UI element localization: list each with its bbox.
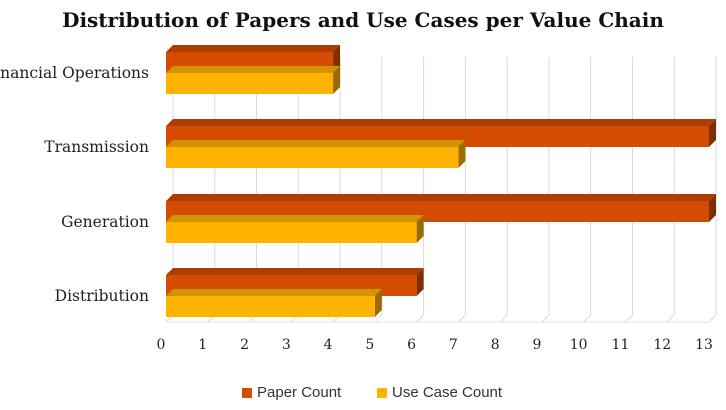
bar-end-face (333, 66, 341, 94)
category-label: Distribution (55, 287, 149, 305)
bar-top-face (166, 194, 716, 201)
gridline-floor (416, 314, 424, 323)
x-tick-label: 12 (653, 337, 671, 353)
bar-end-face (416, 215, 424, 243)
legend-label: Use Case Count (392, 384, 503, 401)
bar-front-face (166, 296, 375, 317)
bar-end-face (458, 140, 466, 168)
legend: Paper Count Use Case Count (242, 384, 503, 401)
legend-swatch (377, 388, 387, 398)
bar-end-face (416, 268, 424, 296)
gridline-floor (374, 314, 383, 323)
bar-use-case-count (166, 289, 382, 317)
bar-top-face (166, 66, 341, 73)
x-tick-label: 0 (157, 337, 166, 353)
bar-top-face (166, 215, 424, 222)
bar-top-face (166, 289, 382, 296)
category-label: Financial Operations (0, 64, 149, 82)
bars (166, 45, 716, 317)
bar-top-face (166, 268, 424, 275)
legend-label: Paper Count (257, 384, 342, 401)
bar-top-face (166, 119, 716, 126)
x-tick-label: 5 (365, 337, 374, 353)
x-tick-label: 13 (695, 337, 713, 353)
x-tick-label: 6 (407, 337, 416, 353)
bar-front-face (166, 73, 334, 94)
chart-title: Distribution of Papers and Use Cases per… (62, 8, 664, 32)
category-label: Generation (61, 213, 149, 231)
x-tick-label: 7 (449, 337, 458, 353)
x-tick-label: 4 (324, 337, 333, 353)
legend-swatch (242, 388, 252, 398)
x-tick-label: 2 (240, 337, 249, 353)
x-tick-label: 8 (491, 337, 500, 353)
gridline-floor (666, 314, 675, 323)
bar-end-face (709, 194, 716, 222)
bar-front-face (166, 147, 459, 168)
x-tick-label: 11 (612, 337, 630, 353)
bar-use-case-count (166, 66, 341, 94)
gridline-floor (541, 314, 550, 323)
gridline-floor (499, 314, 508, 323)
axis-labels: Distribution Generation Transmission Financ… (0, 64, 713, 353)
bar-top-face (166, 140, 466, 147)
bar-front-face (166, 222, 417, 243)
x-tick-label: 3 (282, 337, 291, 353)
gridline-floor (458, 314, 466, 323)
bar-use-case-count (166, 215, 424, 243)
x-tick-label: 10 (570, 337, 588, 353)
bar-end-face (709, 119, 716, 147)
gridline-floor (625, 314, 633, 323)
gridline-floor (708, 314, 717, 323)
bar-use-case-count (166, 140, 466, 168)
x-tick-label: 9 (532, 337, 541, 353)
bar-end-face (374, 289, 382, 317)
gridline-floor (583, 314, 592, 323)
x-tick-label: 1 (198, 337, 207, 353)
category-label: Transmission (44, 138, 149, 156)
bar-top-face (166, 45, 341, 52)
